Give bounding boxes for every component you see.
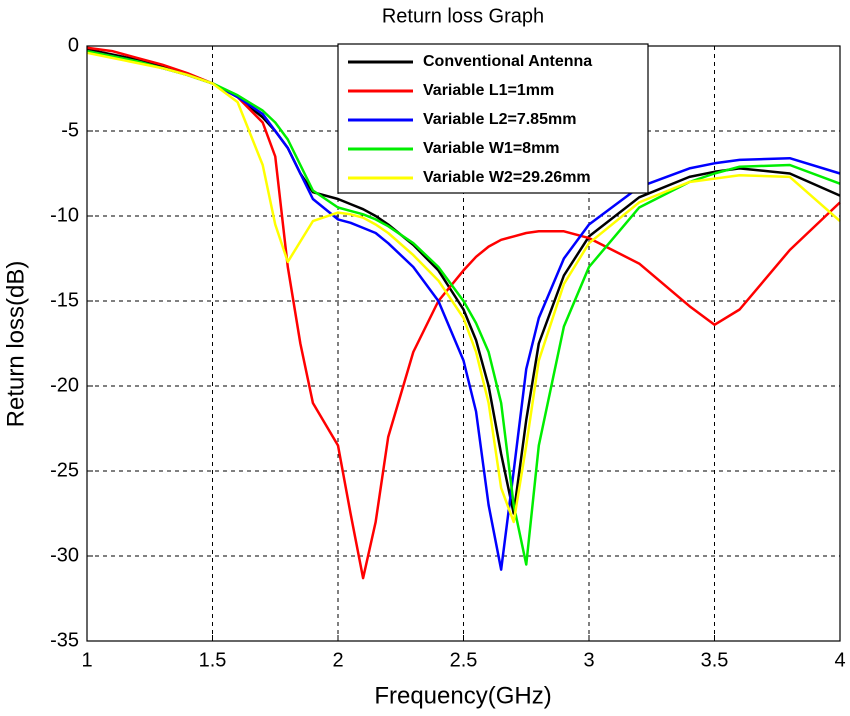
x-tick-label: 1.5 bbox=[199, 649, 227, 671]
legend-label: Variable L2=7.85mm bbox=[423, 111, 576, 128]
x-axis-label: Frequency(GHz) bbox=[374, 682, 551, 709]
series-line bbox=[86, 51, 841, 524]
y-tick-label: -5 bbox=[61, 119, 79, 141]
y-tick-label: -25 bbox=[50, 459, 79, 481]
y-tick-label: -20 bbox=[50, 374, 79, 396]
x-tick-label: 4 bbox=[834, 649, 845, 671]
x-tick-label: 2.5 bbox=[450, 649, 478, 671]
x-tick-label: 1 bbox=[81, 649, 92, 671]
x-tick-label: 3.5 bbox=[701, 649, 729, 671]
x-tick-label: 2 bbox=[332, 649, 343, 671]
y-tick-label: -30 bbox=[50, 544, 79, 566]
y-tick-label: -35 bbox=[50, 629, 79, 651]
legend-label: Variable W1=8mm bbox=[423, 140, 560, 157]
y-tick-label: -15 bbox=[50, 289, 79, 311]
y-axis-label: Return loss(dB) bbox=[2, 261, 29, 428]
legend-label: Variable L1=1mm bbox=[423, 82, 554, 99]
y-tick-label: -10 bbox=[50, 204, 79, 226]
series-line bbox=[86, 49, 841, 566]
legend-label: Conventional Antenna bbox=[423, 53, 592, 70]
y-tick-label: 0 bbox=[68, 34, 79, 56]
chart-title: Return loss Graph bbox=[382, 5, 544, 27]
x-tick-label: 3 bbox=[583, 649, 594, 671]
legend-label: Variable W2=29.26mm bbox=[423, 169, 591, 186]
